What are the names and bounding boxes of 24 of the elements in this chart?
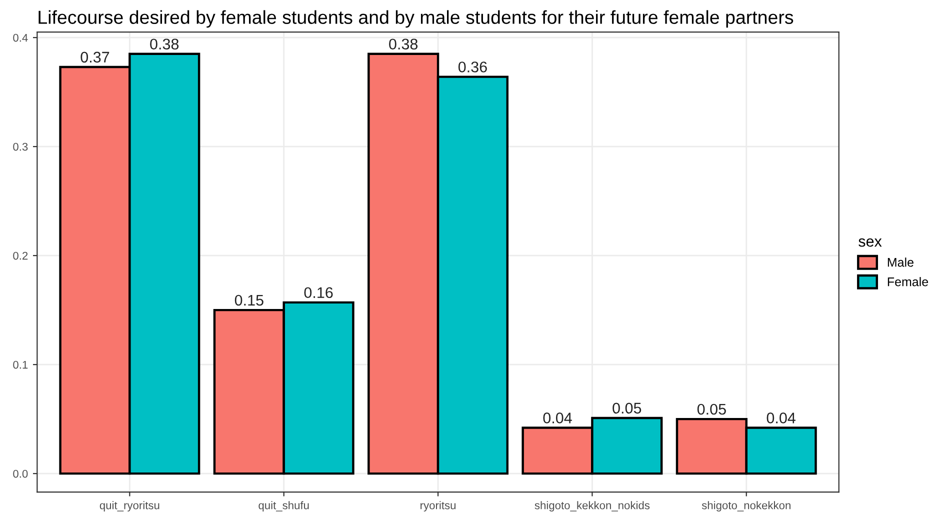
y-tick-label: 0.0 — [13, 470, 28, 478]
legend-title: sex — [858, 238, 882, 247]
data-label: 0.16 — [304, 287, 333, 298]
data-label: 0.04 — [766, 412, 796, 424]
data-label: 0.04 — [543, 412, 572, 424]
data-label: 0.15 — [234, 294, 264, 306]
y-tick-label: 0.4 — [13, 34, 28, 42]
data-label: 0.05 — [697, 404, 726, 415]
y-tick-label: 0.1 — [13, 360, 28, 369]
data-label: 0.38 — [150, 38, 179, 50]
data-label: 0.38 — [389, 38, 418, 50]
chart-title: Lifecourse desired by female students and by male students for their future female partners — [38, 10, 794, 28]
y-tick-label: 0.3 — [13, 142, 28, 151]
data-label: 0.36 — [458, 62, 487, 72]
x-tick-label: quit_shufu — [258, 501, 309, 512]
x-tick-label: ryoritsu — [420, 501, 456, 512]
x-tick-label: shigoto_nokekkon — [702, 501, 790, 512]
x-tick-label: quit_ryoritsu — [100, 501, 160, 512]
legend-label: Female — [888, 277, 928, 286]
y-tick-label: 0.2 — [13, 252, 28, 260]
data-label: 0.37 — [80, 52, 110, 63]
data-label: 0.05 — [612, 402, 642, 414]
legend-label: Male — [888, 258, 914, 267]
x-tick-label: shigoto_kekkon_nokids — [534, 501, 650, 512]
